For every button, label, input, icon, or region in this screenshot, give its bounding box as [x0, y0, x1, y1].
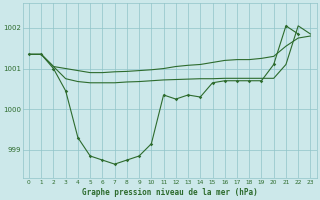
X-axis label: Graphe pression niveau de la mer (hPa): Graphe pression niveau de la mer (hPa): [82, 188, 258, 197]
